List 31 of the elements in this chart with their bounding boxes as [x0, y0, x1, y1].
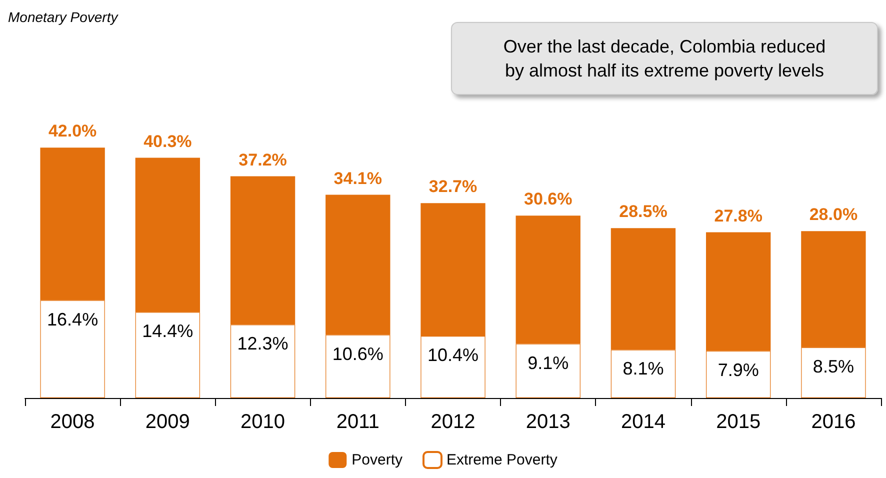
- total-label: 34.1%: [334, 168, 382, 188]
- legend-label: Extreme Poverty: [446, 452, 558, 468]
- data-label: 14.4%: [142, 321, 194, 342]
- chart-title: Monetary Poverty: [8, 9, 119, 25]
- total-label: 42.0%: [48, 122, 97, 141]
- data-label: 12.3%: [237, 334, 288, 354]
- x-tick-label: 2013: [526, 411, 570, 433]
- data-label: 16.4%: [47, 309, 98, 330]
- x-tick-label: 2011: [336, 411, 380, 433]
- total-label: 28.0%: [809, 205, 858, 224]
- data-label: 9.1%: [528, 352, 569, 373]
- data-label: 8.5%: [812, 356, 854, 376]
- x-tick-label: 2009: [145, 411, 190, 433]
- x-tick-label: 2008: [50, 411, 95, 433]
- total-label: 37.2%: [238, 150, 287, 170]
- total-label: 27.8%: [714, 206, 762, 226]
- x-tick-label: 2015: [716, 411, 761, 433]
- x-tick-label: 2014: [620, 411, 666, 433]
- x-tick-label: 2016: [811, 411, 856, 433]
- x-tick-label: 2010: [240, 411, 286, 433]
- data-label: 8.1%: [622, 358, 664, 379]
- x-tick-label: 2012: [430, 411, 476, 433]
- total-label: 28.5%: [619, 202, 668, 222]
- data-label: 10.6%: [332, 344, 384, 364]
- legend-label: Poverty: [352, 452, 403, 468]
- data-label: 10.4%: [427, 345, 479, 366]
- total-label: 32.7%: [428, 177, 478, 196]
- total-label: 30.6%: [524, 190, 572, 209]
- data-label: 7.9%: [718, 360, 759, 380]
- text: Over the last decade, Colombia reduced by almost half its extreme poverty levels: [503, 36, 826, 80]
- total-label: 40.3%: [144, 132, 192, 151]
